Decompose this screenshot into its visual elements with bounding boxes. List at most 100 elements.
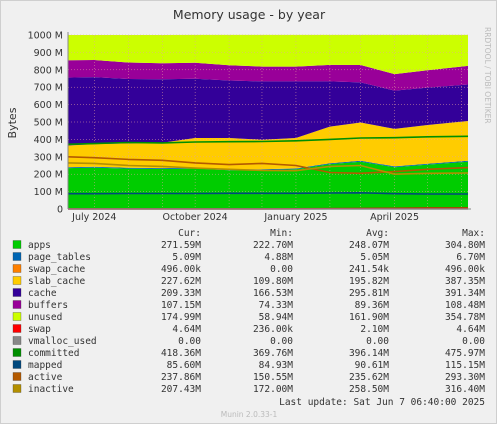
legend-max: 293.30M	[445, 372, 485, 383]
x-tick-label: January 2025	[263, 212, 327, 223]
legend-min: 74.33M	[259, 300, 294, 311]
legend-avg: 161.90M	[349, 312, 389, 323]
x-tick-label: October 2024	[163, 212, 228, 223]
legend-min: 58.94M	[259, 312, 294, 323]
legend-swatch	[12, 264, 22, 273]
legend-name: buffers	[28, 300, 68, 311]
legend-cur: 227.62M	[161, 276, 201, 287]
legend-min: 172.00M	[253, 384, 293, 395]
legend-header-min: Min:	[270, 228, 293, 239]
legend-name: committed	[28, 348, 79, 359]
legend-swatch	[12, 276, 22, 285]
legend-swatch	[12, 336, 22, 345]
legend-name: mapped	[28, 360, 62, 371]
legend-row-unused: unused 174.99M 58.94M 161.90M 354.78M	[12, 312, 485, 323]
legend-avg: 295.81M	[349, 288, 389, 299]
legend-cur: 4.64M	[172, 324, 201, 335]
area-buffers	[68, 60, 468, 91]
legend-avg: 248.07M	[349, 240, 389, 251]
legend-cur: 5.09M	[172, 252, 201, 263]
line-committed	[67, 135, 469, 146]
legend-table: Cur: Min: Avg: Max: apps 271.59M 222.70M 24…	[12, 228, 485, 395]
legend-cur: 85.60M	[167, 360, 202, 371]
legend-avg: 396.14M	[349, 348, 389, 359]
legend-cur: 237.86M	[161, 372, 201, 383]
legend-max: 108.48M	[445, 300, 485, 311]
legend-avg: 0.00	[366, 336, 389, 347]
legend-row-page-tables: page_tables 5.09M 4.88M 5.05M 6.70M	[12, 252, 485, 263]
legend-name: swap	[28, 324, 51, 335]
legend-row-slab-cache: slab_cache 227.62M 109.80M 195.82M 387.35M	[12, 276, 485, 287]
legend-name: vmalloc_used	[28, 336, 97, 347]
legend-max: 0.00	[462, 336, 485, 347]
legend-name: unused	[28, 312, 62, 323]
legend-min: 0.00	[270, 336, 293, 347]
legend-max: 6.70M	[456, 252, 485, 263]
legend-name: apps	[28, 240, 51, 251]
legend-max: 496.00k	[445, 264, 485, 275]
line-inactive	[67, 162, 469, 176]
legend-min: 236.00k	[253, 324, 293, 335]
legend-avg: 241.54k	[349, 264, 389, 275]
line-mapped	[68, 191, 468, 195]
legend-name: inactive	[28, 384, 74, 395]
y-tick-label: 300 M	[34, 152, 63, 163]
x-tick-label: April 2025	[370, 212, 419, 223]
legend-cur: 496.00k	[161, 264, 201, 275]
legend-max: 316.40M	[445, 384, 485, 395]
legend-row-committed: committed 418.36M 369.76M 396.14M 475.97M	[12, 348, 485, 359]
axes	[67, 32, 471, 210]
legend-header-max: Max:	[462, 228, 485, 239]
area-cache	[68, 77, 468, 146]
stacked-areas	[68, 34, 468, 209]
legend-swatch	[12, 288, 22, 297]
legend-max: 475.97M	[445, 348, 485, 359]
legend-row-inactive: inactive 207.43M 172.00M 258.50M 316.40M	[12, 384, 485, 395]
legend-cur: 207.43M	[161, 384, 201, 395]
legend-row-cache: cache 209.33M 166.53M 295.81M 391.34M	[12, 288, 485, 299]
legend-max: 387.35M	[445, 276, 485, 287]
legend-avg: 195.82M	[349, 276, 389, 287]
legend-min: 84.93M	[259, 360, 294, 371]
legend-avg: 258.50M	[349, 384, 389, 395]
legend-swatch	[12, 252, 22, 261]
legend-row-vmalloc-used: vmalloc_used 0.00 0.00 0.00 0.00	[12, 336, 485, 347]
line-active	[67, 156, 469, 175]
legend-max: 354.78M	[445, 312, 485, 323]
legend-min: 150.55M	[253, 372, 293, 383]
legend-swatch	[12, 240, 22, 249]
legend-min: 369.76M	[253, 348, 293, 359]
legend-min: 222.70M	[253, 240, 293, 251]
legend-name: cache	[28, 288, 57, 299]
legend-min: 166.53M	[253, 288, 293, 299]
y-tick-label: 700 M	[34, 83, 63, 94]
legend-cur: 271.59M	[161, 240, 201, 251]
x-tick-labels: July 2024 October 2024 January 2025 April 2…	[71, 212, 419, 223]
legend-swatch	[12, 384, 22, 393]
y-tick-labels: 0 100 M 200 M 300 M 400 M 500 M 600 M 700 M 800 …	[28, 31, 63, 216]
chart-title: Memory usage - by year	[173, 7, 326, 22]
y-tick-label: 400 M	[34, 135, 63, 146]
legend-swatch	[12, 324, 22, 333]
legend-max: 115.15M	[445, 360, 485, 371]
legend-row-apps: apps 271.59M 222.70M 248.07M 304.80M	[12, 240, 485, 251]
legend-row-mapped: mapped 85.60M 84.93M 90.61M 115.15M	[12, 360, 485, 371]
x-tick-label: July 2024	[71, 212, 116, 223]
legend-swatch	[12, 348, 22, 357]
last-update: Last update: Sat Jun 7 06:40:00 2025	[279, 397, 485, 408]
legend-avg: 90.61M	[355, 360, 390, 371]
legend-min: 109.80M	[253, 276, 293, 287]
y-tick-label: 0	[57, 205, 63, 216]
legend-row-buffers: buffers 107.15M 74.33M 89.36M 108.48M	[12, 300, 485, 311]
legend-cur: 174.99M	[161, 312, 201, 323]
legend-max: 391.34M	[445, 288, 485, 299]
legend-header-avg: Avg:	[366, 228, 389, 239]
legend-max: 4.64M	[456, 324, 485, 335]
legend-cur: 0.00	[178, 336, 201, 347]
legend-name: swap_cache	[28, 264, 85, 275]
legend-min: 4.88M	[264, 252, 293, 263]
legend-swatch	[12, 360, 22, 369]
grid-lines	[68, 34, 468, 210]
